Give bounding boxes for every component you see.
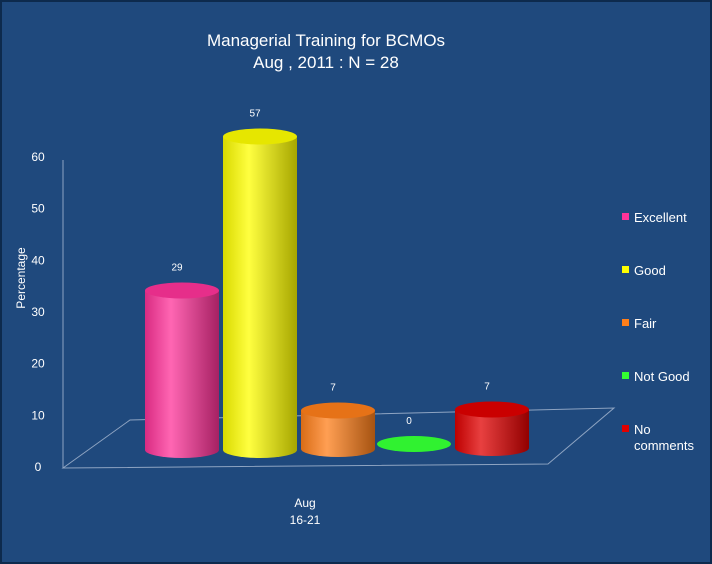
bar-fair bbox=[301, 402, 375, 457]
y-tick-label: 10 bbox=[31, 408, 45, 422]
bar-body bbox=[455, 409, 529, 456]
x-category-label-line2: 16-21 bbox=[290, 513, 321, 527]
value-label: 7 bbox=[484, 382, 490, 393]
y-tick-label: 20 bbox=[31, 357, 45, 371]
value-label: 29 bbox=[171, 263, 183, 274]
y-tick-label: 50 bbox=[31, 202, 45, 216]
legend-swatch bbox=[622, 266, 629, 273]
legend-label: Fair bbox=[634, 316, 657, 331]
legend-item-not-good: Not Good bbox=[622, 369, 690, 384]
legend-swatch bbox=[622, 425, 629, 432]
legend-label: Excellent bbox=[634, 210, 687, 225]
chart-floor bbox=[61, 407, 616, 469]
bar-excellent bbox=[145, 282, 219, 458]
bar-top bbox=[301, 402, 375, 419]
legend-item-fair: Fair bbox=[622, 316, 657, 331]
bar-top bbox=[377, 436, 451, 452]
legend-label: No comments bbox=[634, 422, 694, 453]
value-label: 0 bbox=[406, 416, 412, 427]
y-tick-label: 60 bbox=[31, 150, 45, 164]
plot-frame bbox=[61, 160, 616, 469]
y-tick-label: 30 bbox=[31, 305, 45, 319]
y-tick-label: 0 bbox=[35, 460, 42, 474]
bar-body bbox=[301, 410, 375, 457]
bars bbox=[145, 128, 529, 458]
bar-top bbox=[455, 401, 529, 418]
y-axis-ticks: 0 10 20 30 40 50 60 bbox=[31, 150, 45, 474]
chart-title: Managerial Training for BCMOs bbox=[207, 31, 445, 50]
legend-item-good: Good bbox=[622, 263, 666, 278]
bar-body bbox=[145, 290, 219, 458]
bar-top bbox=[223, 128, 297, 145]
legend: Excellent Good Fair Not Good No comments bbox=[622, 210, 694, 453]
bar-good bbox=[223, 128, 297, 458]
legend-item-no-comments: No comments bbox=[622, 422, 694, 453]
legend-label: Not Good bbox=[634, 369, 690, 384]
value-label: 7 bbox=[330, 383, 336, 394]
chart-subtitle: Aug , 2011 : N = 28 bbox=[253, 53, 399, 72]
x-category-label-line1: Aug bbox=[294, 496, 315, 510]
value-label: 57 bbox=[249, 109, 261, 120]
y-axis-label: Percentage bbox=[14, 247, 28, 309]
bar-body bbox=[223, 136, 297, 458]
value-labels: 29 57 7 0 7 bbox=[171, 109, 490, 428]
legend-swatch bbox=[622, 213, 629, 220]
y-tick-label: 40 bbox=[31, 253, 45, 267]
bar-not-good bbox=[377, 436, 451, 452]
legend-label: Good bbox=[634, 263, 666, 278]
bar-no-comments bbox=[455, 401, 529, 456]
legend-item-excellent: Excellent bbox=[622, 210, 687, 225]
bar-top bbox=[145, 282, 219, 299]
legend-swatch bbox=[622, 319, 629, 326]
legend-swatch bbox=[622, 372, 629, 379]
